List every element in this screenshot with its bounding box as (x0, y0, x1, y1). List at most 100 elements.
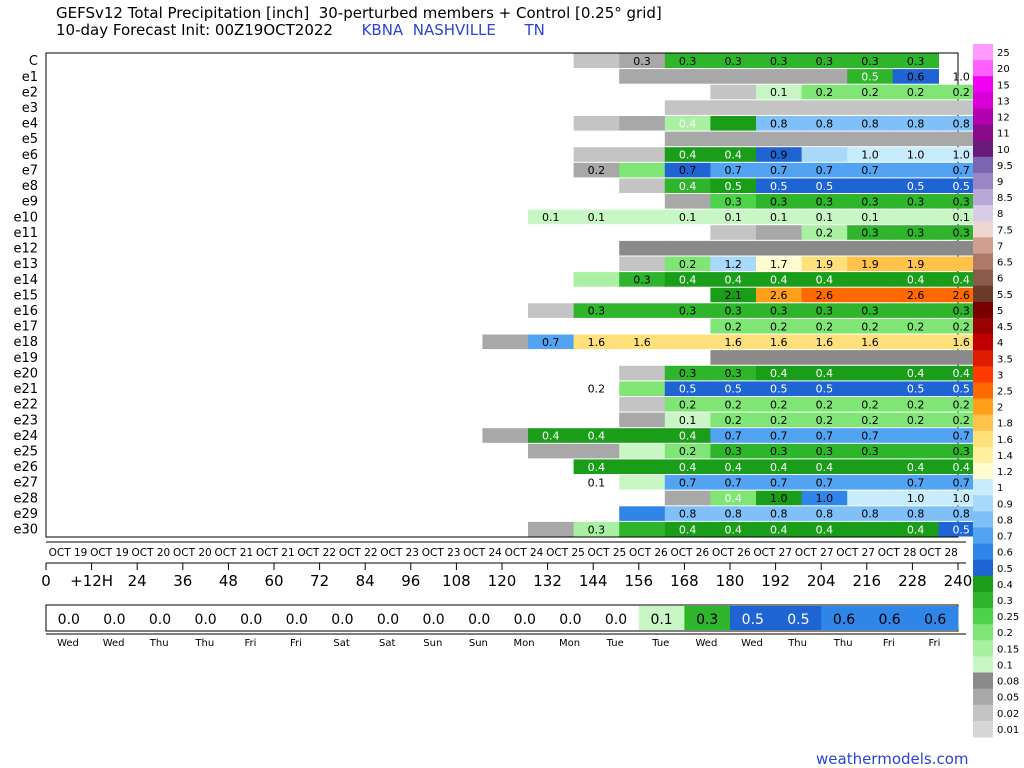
member-value-label: 0.2 (952, 86, 970, 99)
member-label: e27 (13, 476, 38, 491)
member-cell (664, 459, 711, 474)
member-value-label: 0.3 (861, 195, 879, 208)
member-cell (664, 240, 711, 256)
member-cell (847, 209, 894, 225)
member-value-label: 0.2 (907, 414, 925, 427)
mean-cell (821, 606, 868, 630)
colorbar-label: 3.5 (997, 354, 1013, 365)
member-value-label: 0.7 (816, 476, 834, 489)
member-cell (528, 443, 575, 459)
member-cell (892, 365, 939, 381)
day-tick-label: Tue (651, 638, 669, 649)
member-value-label: 0.5 (679, 383, 697, 396)
member-cell (892, 287, 939, 303)
member-cell (892, 506, 939, 521)
member-value-label: 0.2 (907, 398, 925, 411)
member-value-label: 0.4 (952, 367, 970, 380)
member-value-label: 2.6 (952, 289, 970, 302)
colorbar-swatch (973, 334, 993, 351)
member-value-label: 0.5 (724, 383, 742, 396)
member-cell (847, 69, 894, 84)
colorbar-swatch (973, 124, 993, 142)
member-cell (756, 178, 803, 193)
day-tick-label: Fri (928, 638, 940, 649)
mean-cell (866, 606, 913, 630)
colorbar-swatch (973, 205, 993, 222)
member-cell (801, 459, 848, 474)
member-value-label: 0.3 (861, 227, 879, 240)
day-tick-label: Sun (469, 638, 488, 649)
member-cell (664, 147, 711, 162)
mean-cell (730, 606, 777, 630)
member-value-label: 0.7 (770, 476, 788, 489)
day-tick-label: Fri (244, 638, 256, 649)
date-tick-label: OCT 27 (753, 547, 792, 559)
mean-value-label: 0.0 (468, 612, 490, 628)
member-cell (892, 194, 939, 209)
colorbar-label: 0.01 (997, 725, 1019, 736)
member-cell (664, 209, 711, 225)
member-cell (892, 116, 939, 131)
member-value-label: 0.4 (679, 273, 697, 286)
hour-tick-label: 84 (356, 572, 375, 590)
member-value-label: 0.3 (724, 305, 742, 318)
member-cell (664, 521, 711, 537)
member-value-label: 0.2 (861, 414, 879, 427)
member-cell (892, 459, 939, 474)
member-label: e6 (22, 148, 38, 163)
colorbar-swatch (973, 688, 993, 706)
member-cell (619, 69, 666, 84)
member-cell (847, 53, 894, 69)
member-value-label: 0.4 (770, 523, 788, 536)
member-value-label: 0.4 (907, 367, 925, 380)
member-value-label: 1.6 (633, 336, 651, 349)
member-cell (664, 116, 711, 131)
member-label: e25 (13, 445, 38, 460)
colorbar-label: 3 (997, 370, 1003, 381)
member-cell (801, 147, 848, 162)
member-value-label: 0.3 (588, 523, 606, 536)
member-value-label: 1.9 (861, 258, 879, 271)
member-value-label: 0.4 (816, 367, 834, 380)
member-value-label: 0.2 (679, 398, 697, 411)
member-cell (847, 459, 894, 474)
member-label: e1 (22, 70, 38, 85)
member-cell (892, 256, 939, 272)
member-cell (573, 209, 620, 225)
member-value-label: 0.4 (679, 180, 697, 193)
day-tick-label: Thu (833, 638, 853, 649)
init-time: 10-day Forecast Init: 00Z19OCT2022 (56, 21, 333, 39)
colorbar-swatch (973, 592, 993, 609)
colorbar-swatch (973, 672, 993, 690)
member-value-label: 0.2 (952, 414, 970, 427)
member-value-label: 0.3 (907, 195, 925, 208)
colorbar-label: 13 (997, 96, 1010, 107)
member-cell (710, 194, 757, 209)
member-value-label: 0.3 (907, 227, 925, 240)
member-cell (892, 412, 939, 428)
member-value-label: 0.4 (907, 461, 925, 474)
member-value-label: 0.5 (952, 383, 970, 396)
member-value-label: 0.1 (724, 211, 742, 224)
mean-cell (912, 606, 959, 630)
member-cell (482, 428, 529, 443)
member-value-label: 0.1 (770, 211, 788, 224)
member-cell (619, 272, 666, 287)
member-value-label: 0.3 (770, 445, 788, 458)
member-cell (892, 490, 939, 506)
member-value-label: 1.0 (907, 149, 925, 162)
member-cell (801, 318, 848, 334)
colorbar-label: 0.7 (997, 532, 1013, 543)
member-cell (619, 459, 666, 474)
member-value-label: 0.5 (770, 180, 788, 193)
member-value-label: 0.5 (907, 383, 925, 396)
member-cell (892, 272, 939, 287)
member-cell (710, 381, 757, 396)
day-tick-label: Thu (787, 638, 807, 649)
member-cell (619, 334, 666, 350)
member-cell (801, 53, 848, 69)
member-cell (847, 303, 894, 318)
member-label: e3 (22, 101, 38, 116)
member-cell (892, 443, 939, 459)
member-label: e2 (22, 85, 38, 100)
